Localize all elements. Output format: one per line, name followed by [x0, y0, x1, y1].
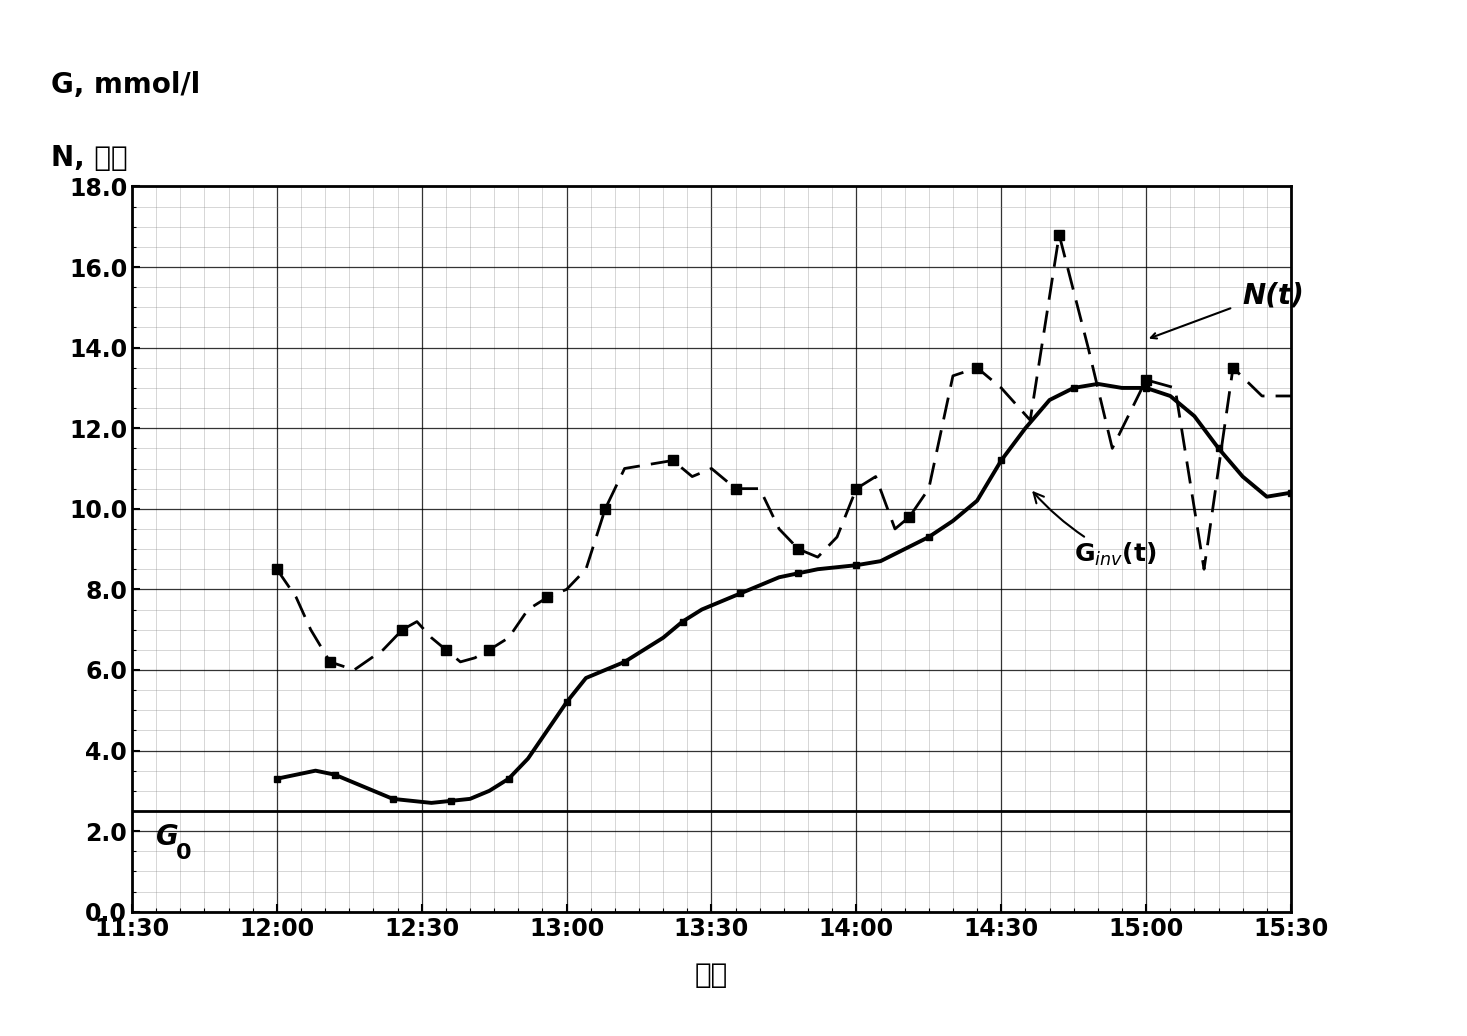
Text: G$_{inv}$(t): G$_{inv}$(t): [1034, 492, 1156, 568]
X-axis label: 时间: 时间: [695, 961, 728, 989]
Text: N(t): N(t): [1243, 281, 1304, 310]
Text: 0: 0: [176, 843, 191, 863]
Text: G: G: [156, 823, 179, 851]
Text: G, mmol/l: G, mmol/l: [51, 71, 200, 99]
Text: N, 单位: N, 单位: [51, 144, 128, 172]
